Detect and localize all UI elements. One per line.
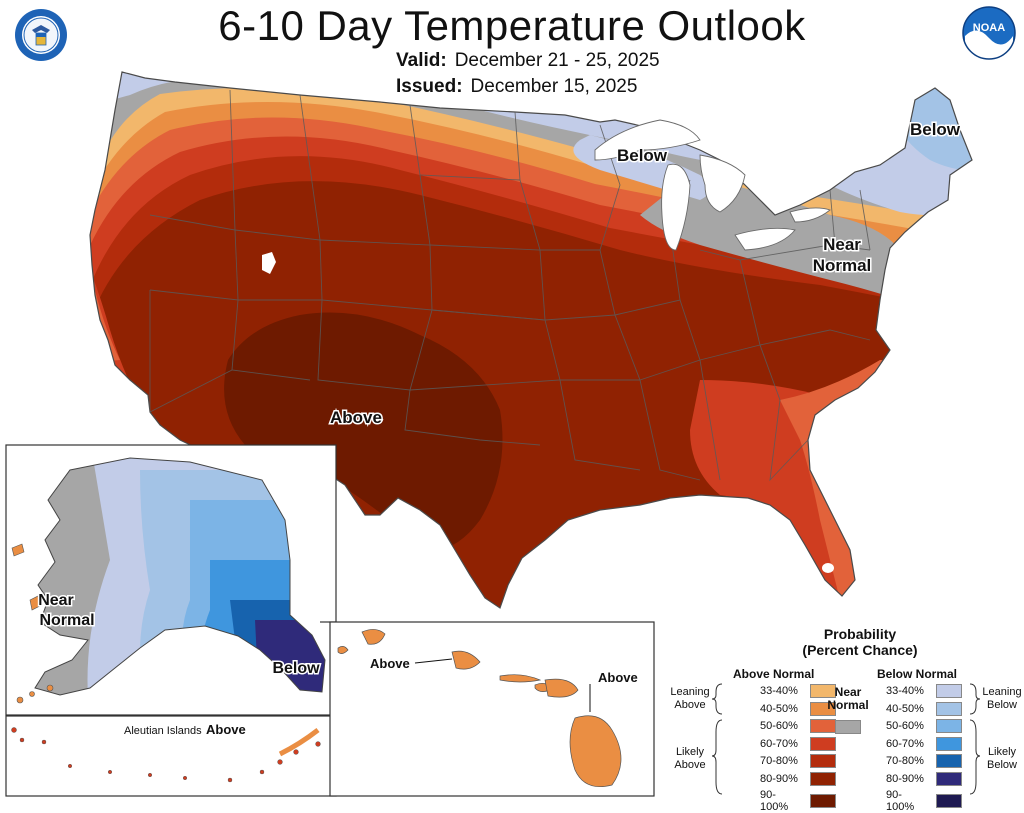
legend-below-heading: Below Normal (877, 667, 958, 681)
legend-above-row: 33-40% (760, 684, 836, 698)
aleutian-above-label: Above (206, 722, 246, 737)
legend-above-row: 90-100% (760, 789, 836, 813)
legend-above-row: 40-50% (760, 701, 836, 716)
alaska-normal-label: Normal (39, 612, 94, 629)
legend-above-row-label: 90-100% (760, 789, 789, 813)
legend-leaning-below: Leaning Below (982, 686, 1022, 712)
legend-above-row: 70-80% (760, 754, 836, 768)
legend-below-row-label: 90-100% (886, 789, 915, 813)
leaning-above-line2: Above (674, 699, 706, 711)
legend-above-swatch (810, 684, 836, 698)
aleutian-islands (11, 727, 321, 783)
legend-near-line1: Near (834, 685, 862, 699)
aleutian-islands-label: Aleutian Islands (124, 725, 202, 737)
legend-above-heading: Above Normal (733, 667, 815, 681)
legend-above-swatch (810, 794, 836, 808)
legend-below-row-label: 70-80% (886, 755, 924, 767)
legend-title-line2: (Percent Chance) (802, 642, 918, 658)
legend-below-row: 33-40% (886, 684, 962, 698)
leaning-below-line1: Leaning (982, 686, 1022, 698)
legend-below-row: 80-90% (886, 771, 962, 786)
legend-below-swatch (936, 701, 962, 716)
issued-label: Issued: (396, 76, 463, 97)
valid-line: Valid: December 21 - 25, 2025 (396, 50, 660, 72)
alaska-near-label: Near (38, 592, 74, 609)
legend-below-row-label: 50-60% (886, 720, 924, 732)
issued-date: December 15, 2025 (470, 76, 638, 97)
likely-below-line2: Below (987, 759, 1017, 771)
likely-above-line1: Likely (675, 746, 705, 758)
legend-below-row: 60-70% (886, 736, 962, 751)
legend-above-row: 50-60% (760, 719, 836, 733)
hawaii-above-right-label: Above (598, 670, 638, 685)
legend-above-row: 60-70% (760, 736, 836, 751)
great-lakes (594, 119, 831, 251)
legend-near-line2: Normal (827, 698, 869, 712)
legend-above-swatch (810, 771, 836, 786)
leaning-above-line1: Leaning (670, 686, 710, 698)
legend-below-row-label: 80-90% (886, 772, 924, 785)
legend-below-swatch (936, 754, 962, 768)
legend-below-row-label: 40-50% (886, 702, 924, 715)
legend-above-row-label: 33-40% (760, 685, 798, 697)
likely-above-line2: Above (674, 759, 706, 771)
legend-below-row-label: 60-70% (886, 737, 924, 750)
svg-text:NOAA: NOAA (973, 22, 1005, 34)
legend-below-swatch (936, 736, 962, 751)
northeast-below-label: Below (910, 120, 961, 139)
legend-below-swatch (936, 794, 962, 808)
alaska-islands (11, 543, 54, 704)
alaska-outline (34, 457, 326, 696)
legend-below-swatch (936, 771, 962, 786)
page-title: 6-10 Day Temperature Outlook (218, 2, 806, 49)
legend-above-swatch (810, 754, 836, 768)
noaa-logo: NOAA (962, 6, 1016, 60)
leaning-below-line2: Below (987, 699, 1017, 711)
legend-above-row-label: 50-60% (760, 720, 798, 732)
legend-title: Probability (Percent Chance) (760, 626, 960, 658)
legend-above-swatch (810, 701, 836, 716)
legend-above-row-label: 40-50% (760, 702, 798, 715)
state-boundaries (149, 89, 871, 482)
near-normal-label-line2: Normal (813, 256, 872, 275)
legend-near-normal-swatch (835, 720, 861, 734)
near-normal-label-line1: Near (823, 235, 861, 254)
valid-dates: December 21 - 25, 2025 (454, 50, 660, 71)
alaska-below-label: Below (272, 660, 320, 677)
hawaii-above-left-label: Above (370, 656, 410, 671)
conus-above-label: Above (330, 408, 382, 427)
legend-below-row: 70-80% (886, 754, 962, 768)
legend-below-row: 50-60% (886, 719, 962, 733)
hawaiian-islands (337, 629, 622, 788)
likely-below-line1: Likely (987, 746, 1017, 758)
legend-likely-above: Likely Above (670, 746, 710, 772)
legend-below-row: 40-50% (886, 701, 962, 716)
legend-below-row-label: 33-40% (886, 685, 924, 697)
legend-below-swatch (936, 719, 962, 733)
legend-below-swatch (936, 684, 962, 698)
legend-above-row-label: 70-80% (760, 755, 798, 767)
legend-above-swatch (810, 736, 836, 751)
great-lakes-below-label: Below (617, 146, 668, 165)
legend-above-swatch (810, 719, 836, 733)
legend-below-row: 90-100% (886, 789, 962, 813)
legend-above-row-label: 80-90% (760, 772, 798, 785)
legend-leaning-above: Leaning Above (670, 686, 710, 712)
legend-above-row-label: 60-70% (760, 737, 798, 750)
issued-line: Issued: December 15, 2025 (396, 76, 637, 98)
commerce-seal-logo (15, 9, 67, 61)
legend-likely-below: Likely Below (982, 746, 1022, 772)
legend-near-normal-label: Near Normal (822, 686, 874, 712)
legend-title-line1: Probability (823, 626, 897, 642)
valid-label: Valid: (396, 50, 447, 71)
legend-above-row: 80-90% (760, 771, 836, 786)
